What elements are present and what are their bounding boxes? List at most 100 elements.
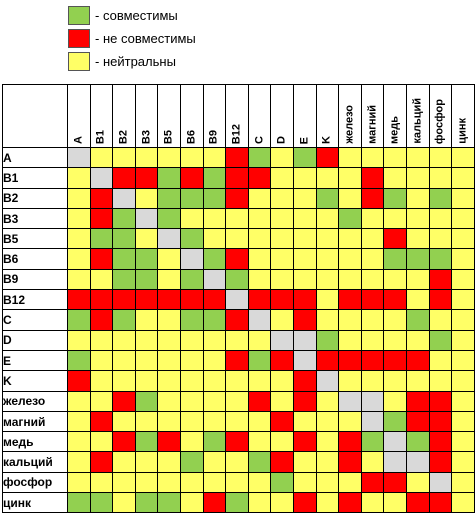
matrix-cell bbox=[179, 268, 204, 291]
matrix-cell bbox=[179, 167, 204, 189]
matrix-cell bbox=[134, 349, 159, 372]
column-header: E bbox=[292, 84, 317, 148]
matrix-cell bbox=[383, 248, 407, 270]
matrix-cell bbox=[157, 268, 181, 291]
matrix-cell bbox=[270, 349, 294, 372]
matrix-cell bbox=[360, 248, 385, 270]
column-header-label: K bbox=[320, 136, 333, 144]
matrix-cell bbox=[315, 349, 340, 372]
matrix-cell bbox=[67, 207, 91, 230]
matrix-cell bbox=[383, 268, 407, 291]
matrix-cell bbox=[157, 471, 181, 494]
matrix-cell bbox=[89, 410, 114, 433]
row-header: B3 bbox=[2, 207, 68, 230]
matrix-cell bbox=[451, 228, 475, 250]
matrix-cell bbox=[292, 207, 317, 230]
matrix-row: B5 bbox=[2, 228, 475, 250]
matrix-cell bbox=[315, 471, 340, 494]
matrix-cell bbox=[225, 410, 249, 433]
matrix-cell bbox=[292, 309, 317, 331]
matrix-cell bbox=[89, 451, 114, 473]
matrix-cell bbox=[179, 248, 204, 270]
matrix-cell bbox=[89, 146, 114, 169]
matrix-cell bbox=[67, 390, 91, 412]
matrix-cell bbox=[202, 410, 227, 433]
matrix-cell bbox=[202, 228, 227, 250]
matrix-cell bbox=[315, 309, 340, 331]
matrix-row: B6 bbox=[2, 248, 475, 270]
matrix-row: B9 bbox=[2, 268, 475, 291]
matrix-cell bbox=[89, 492, 114, 513]
matrix-cell bbox=[315, 207, 340, 230]
matrix-cell bbox=[383, 289, 407, 311]
column-header: D bbox=[270, 84, 294, 148]
matrix-cell bbox=[67, 349, 91, 372]
matrix-cell bbox=[405, 410, 430, 433]
matrix-cell bbox=[451, 431, 475, 453]
matrix-cell bbox=[360, 289, 385, 311]
matrix-cell bbox=[89, 431, 114, 453]
column-header-label: железо bbox=[343, 105, 356, 144]
matrix-cell bbox=[202, 146, 227, 169]
matrix-cell bbox=[451, 167, 475, 189]
matrix-cell bbox=[383, 431, 407, 453]
matrix-cell bbox=[270, 390, 294, 412]
matrix-cell bbox=[428, 329, 453, 351]
matrix-cell bbox=[134, 207, 159, 230]
matrix-cell bbox=[134, 289, 159, 311]
matrix-cell bbox=[247, 289, 272, 311]
matrix-cell bbox=[157, 410, 181, 433]
matrix-cell bbox=[428, 268, 453, 291]
matrix-cell bbox=[338, 268, 362, 291]
column-header: цинк bbox=[451, 84, 475, 148]
matrix-cell bbox=[67, 167, 91, 189]
matrix-cell bbox=[202, 370, 227, 392]
column-header: A bbox=[67, 84, 91, 148]
matrix-cell bbox=[179, 187, 204, 209]
column-header: B5 bbox=[157, 84, 181, 148]
column-header-label: B12 bbox=[230, 123, 243, 144]
matrix-cell bbox=[225, 349, 249, 372]
matrix-cell bbox=[89, 309, 114, 331]
matrix-cell bbox=[112, 228, 136, 250]
matrix-cell bbox=[247, 349, 272, 372]
matrix-cell bbox=[315, 390, 340, 412]
matrix-cell bbox=[202, 451, 227, 473]
matrix-cell bbox=[360, 146, 385, 169]
row-header: B1 bbox=[2, 167, 68, 189]
column-header-label: B5 bbox=[162, 129, 175, 144]
matrix-cell bbox=[179, 410, 204, 433]
matrix-cell bbox=[428, 228, 453, 250]
matrix-cell bbox=[292, 370, 317, 392]
matrix-cell bbox=[225, 248, 249, 270]
matrix-cell bbox=[451, 187, 475, 209]
matrix-cell bbox=[405, 329, 430, 351]
matrix-cell bbox=[67, 248, 91, 270]
row-header: железо bbox=[2, 390, 68, 412]
matrix-cell bbox=[89, 471, 114, 494]
matrix-cell bbox=[89, 329, 114, 351]
matrix-cell bbox=[360, 167, 385, 189]
matrix-cell bbox=[134, 471, 159, 494]
matrix-cell bbox=[270, 207, 294, 230]
row-header: K bbox=[2, 370, 68, 392]
matrix-cell bbox=[292, 248, 317, 270]
matrix-cell bbox=[383, 207, 407, 230]
matrix-cell bbox=[315, 146, 340, 169]
matrix-cell bbox=[428, 309, 453, 331]
column-header: фосфор bbox=[428, 84, 453, 148]
matrix-cell bbox=[270, 431, 294, 453]
matrix-row: фосфор bbox=[2, 471, 475, 494]
matrix-cell bbox=[405, 268, 430, 291]
matrix-cell bbox=[157, 248, 181, 270]
matrix-cell bbox=[112, 329, 136, 351]
matrix-cell bbox=[225, 451, 249, 473]
matrix-cell bbox=[67, 187, 91, 209]
matrix-cell bbox=[428, 471, 453, 494]
matrix-cell bbox=[428, 431, 453, 453]
matrix-cell bbox=[157, 228, 181, 250]
matrix-cell bbox=[157, 451, 181, 473]
matrix-cell bbox=[134, 228, 159, 250]
matrix-cell bbox=[179, 492, 204, 513]
